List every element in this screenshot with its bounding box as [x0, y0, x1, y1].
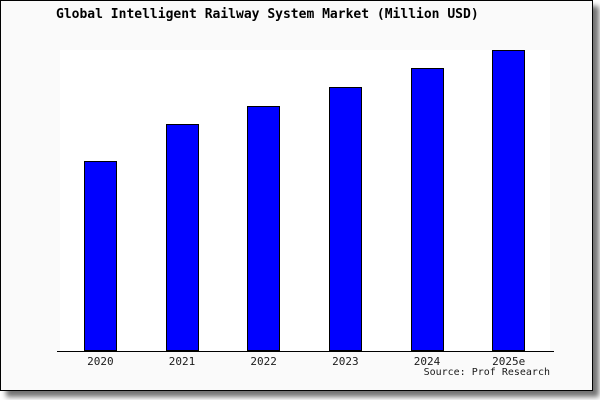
bar-2022 [247, 105, 281, 351]
x-tick-label-2021: 2021 [168, 355, 196, 368]
x-axis-labels: 2020 2021 2022 2023 2024 2025e [60, 355, 550, 368]
x-tick-label-2022: 2022 [250, 355, 277, 368]
chart-title: Global Intelligent Railway System Market… [56, 7, 479, 22]
bar-2021 [165, 124, 199, 351]
x-tick-label-2023: 2023 [332, 355, 359, 368]
bar-2020 [83, 161, 117, 351]
plot-area [59, 49, 550, 351]
source-text: Source: Prof Research [423, 367, 550, 378]
bar-2023 [328, 87, 362, 351]
bar-2024 [410, 68, 444, 351]
x-tick-label-2025e: 2025e [492, 355, 526, 368]
bar-2025e [492, 49, 526, 351]
x-axis-line [56, 350, 554, 352]
chart-card: Global Intelligent Railway System Market… [0, 0, 593, 391]
x-tick-label-2024: 2024 [413, 355, 441, 368]
x-tick-label-2020: 2020 [87, 355, 114, 368]
